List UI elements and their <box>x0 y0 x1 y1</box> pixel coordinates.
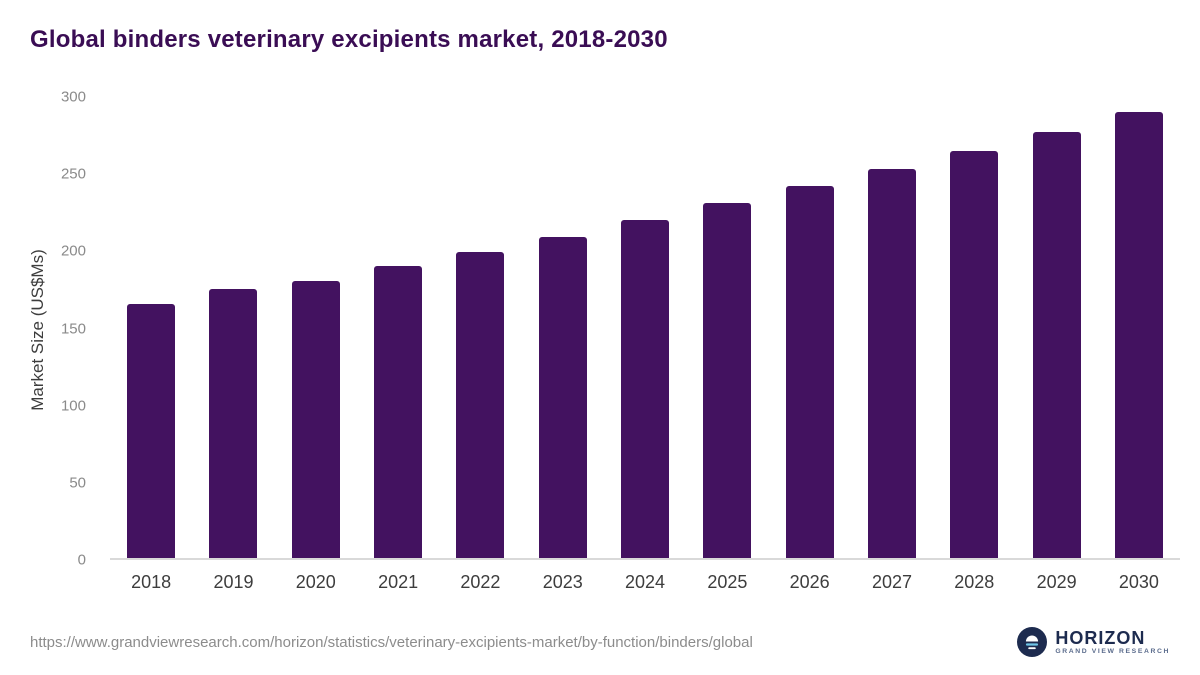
x-tick-label: 2025 <box>707 572 748 592</box>
bar-column <box>686 97 768 558</box>
x-tick-label: 2029 <box>1036 572 1077 592</box>
bar-2030 <box>1114 112 1163 558</box>
horizon-logo: HORIZON GRAND VIEW RESEARCH <box>1017 627 1170 657</box>
horizon-logo-name: HORIZON <box>1055 627 1146 648</box>
y-tick-label: 300 <box>60 88 86 106</box>
bar-column <box>192 97 274 558</box>
x-tick-label: 2026 <box>789 572 830 592</box>
footer: https://www.grandviewresearch.com/horizo… <box>0 617 1200 675</box>
bar-2029 <box>1032 132 1081 558</box>
chart-title: Global binders veterinary excipients mar… <box>30 26 668 53</box>
horizon-logo-subtitle: GRAND VIEW RESEARCH <box>1055 647 1170 655</box>
bar-2020 <box>291 281 340 558</box>
x-tick-label: 2024 <box>625 572 666 592</box>
bar-chart: Market Size (US$Ms) 0 50 100 150 200 250 300 2… <box>0 80 1200 600</box>
horizon-logo-icon <box>1017 627 1048 657</box>
bar-column <box>275 97 357 558</box>
plot-area <box>110 97 1180 560</box>
bar-column <box>439 97 521 558</box>
y-tick-label: 0 <box>77 551 86 569</box>
y-tick-label: 100 <box>60 397 86 415</box>
bar-column <box>1015 97 1097 558</box>
bar-2022 <box>456 252 505 558</box>
x-tick-label: 2020 <box>295 572 336 592</box>
x-tick-label: 2023 <box>542 572 583 592</box>
x-tick-label: 2030 <box>1118 572 1159 592</box>
bar-2019 <box>209 289 258 558</box>
bar-2025 <box>703 203 752 558</box>
bar-2028 <box>950 150 999 558</box>
bar-2024 <box>621 219 670 558</box>
y-axis-tick-labels: 0 50 100 150 200 250 300 <box>0 89 100 569</box>
x-tick-label: 2027 <box>871 572 912 592</box>
y-tick-label: 50 <box>69 474 86 492</box>
bar-column <box>1098 97 1180 558</box>
horizon-logo-text: HORIZON GRAND VIEW RESEARCH <box>1055 629 1170 655</box>
bar-2023 <box>538 236 587 558</box>
bar-column <box>110 97 192 558</box>
bar-column <box>769 97 851 558</box>
x-tick-label: 2022 <box>460 572 501 592</box>
x-tick-label: 2028 <box>954 572 995 592</box>
bar-column <box>357 97 439 558</box>
x-axis-tick-labels: 2018 2019 2020 2021 2022 2023 2024 2025 2026 2027… <box>110 572 1180 593</box>
bar-column <box>522 97 604 558</box>
bar-2021 <box>374 266 423 558</box>
bar-2027 <box>867 169 916 558</box>
bar-column <box>933 97 1015 558</box>
x-tick-label: 2019 <box>213 572 254 592</box>
bar-2018 <box>127 304 176 558</box>
bar-column <box>604 97 686 558</box>
y-tick-label: 200 <box>60 242 86 260</box>
source-url: https://www.grandviewresearch.com/horizo… <box>30 633 753 651</box>
x-tick-label: 2018 <box>131 572 172 592</box>
bar-2026 <box>785 186 834 558</box>
y-tick-label: 250 <box>60 165 86 183</box>
bar-column <box>851 97 933 558</box>
y-tick-label: 150 <box>60 320 86 337</box>
x-tick-label: 2021 <box>378 572 419 592</box>
